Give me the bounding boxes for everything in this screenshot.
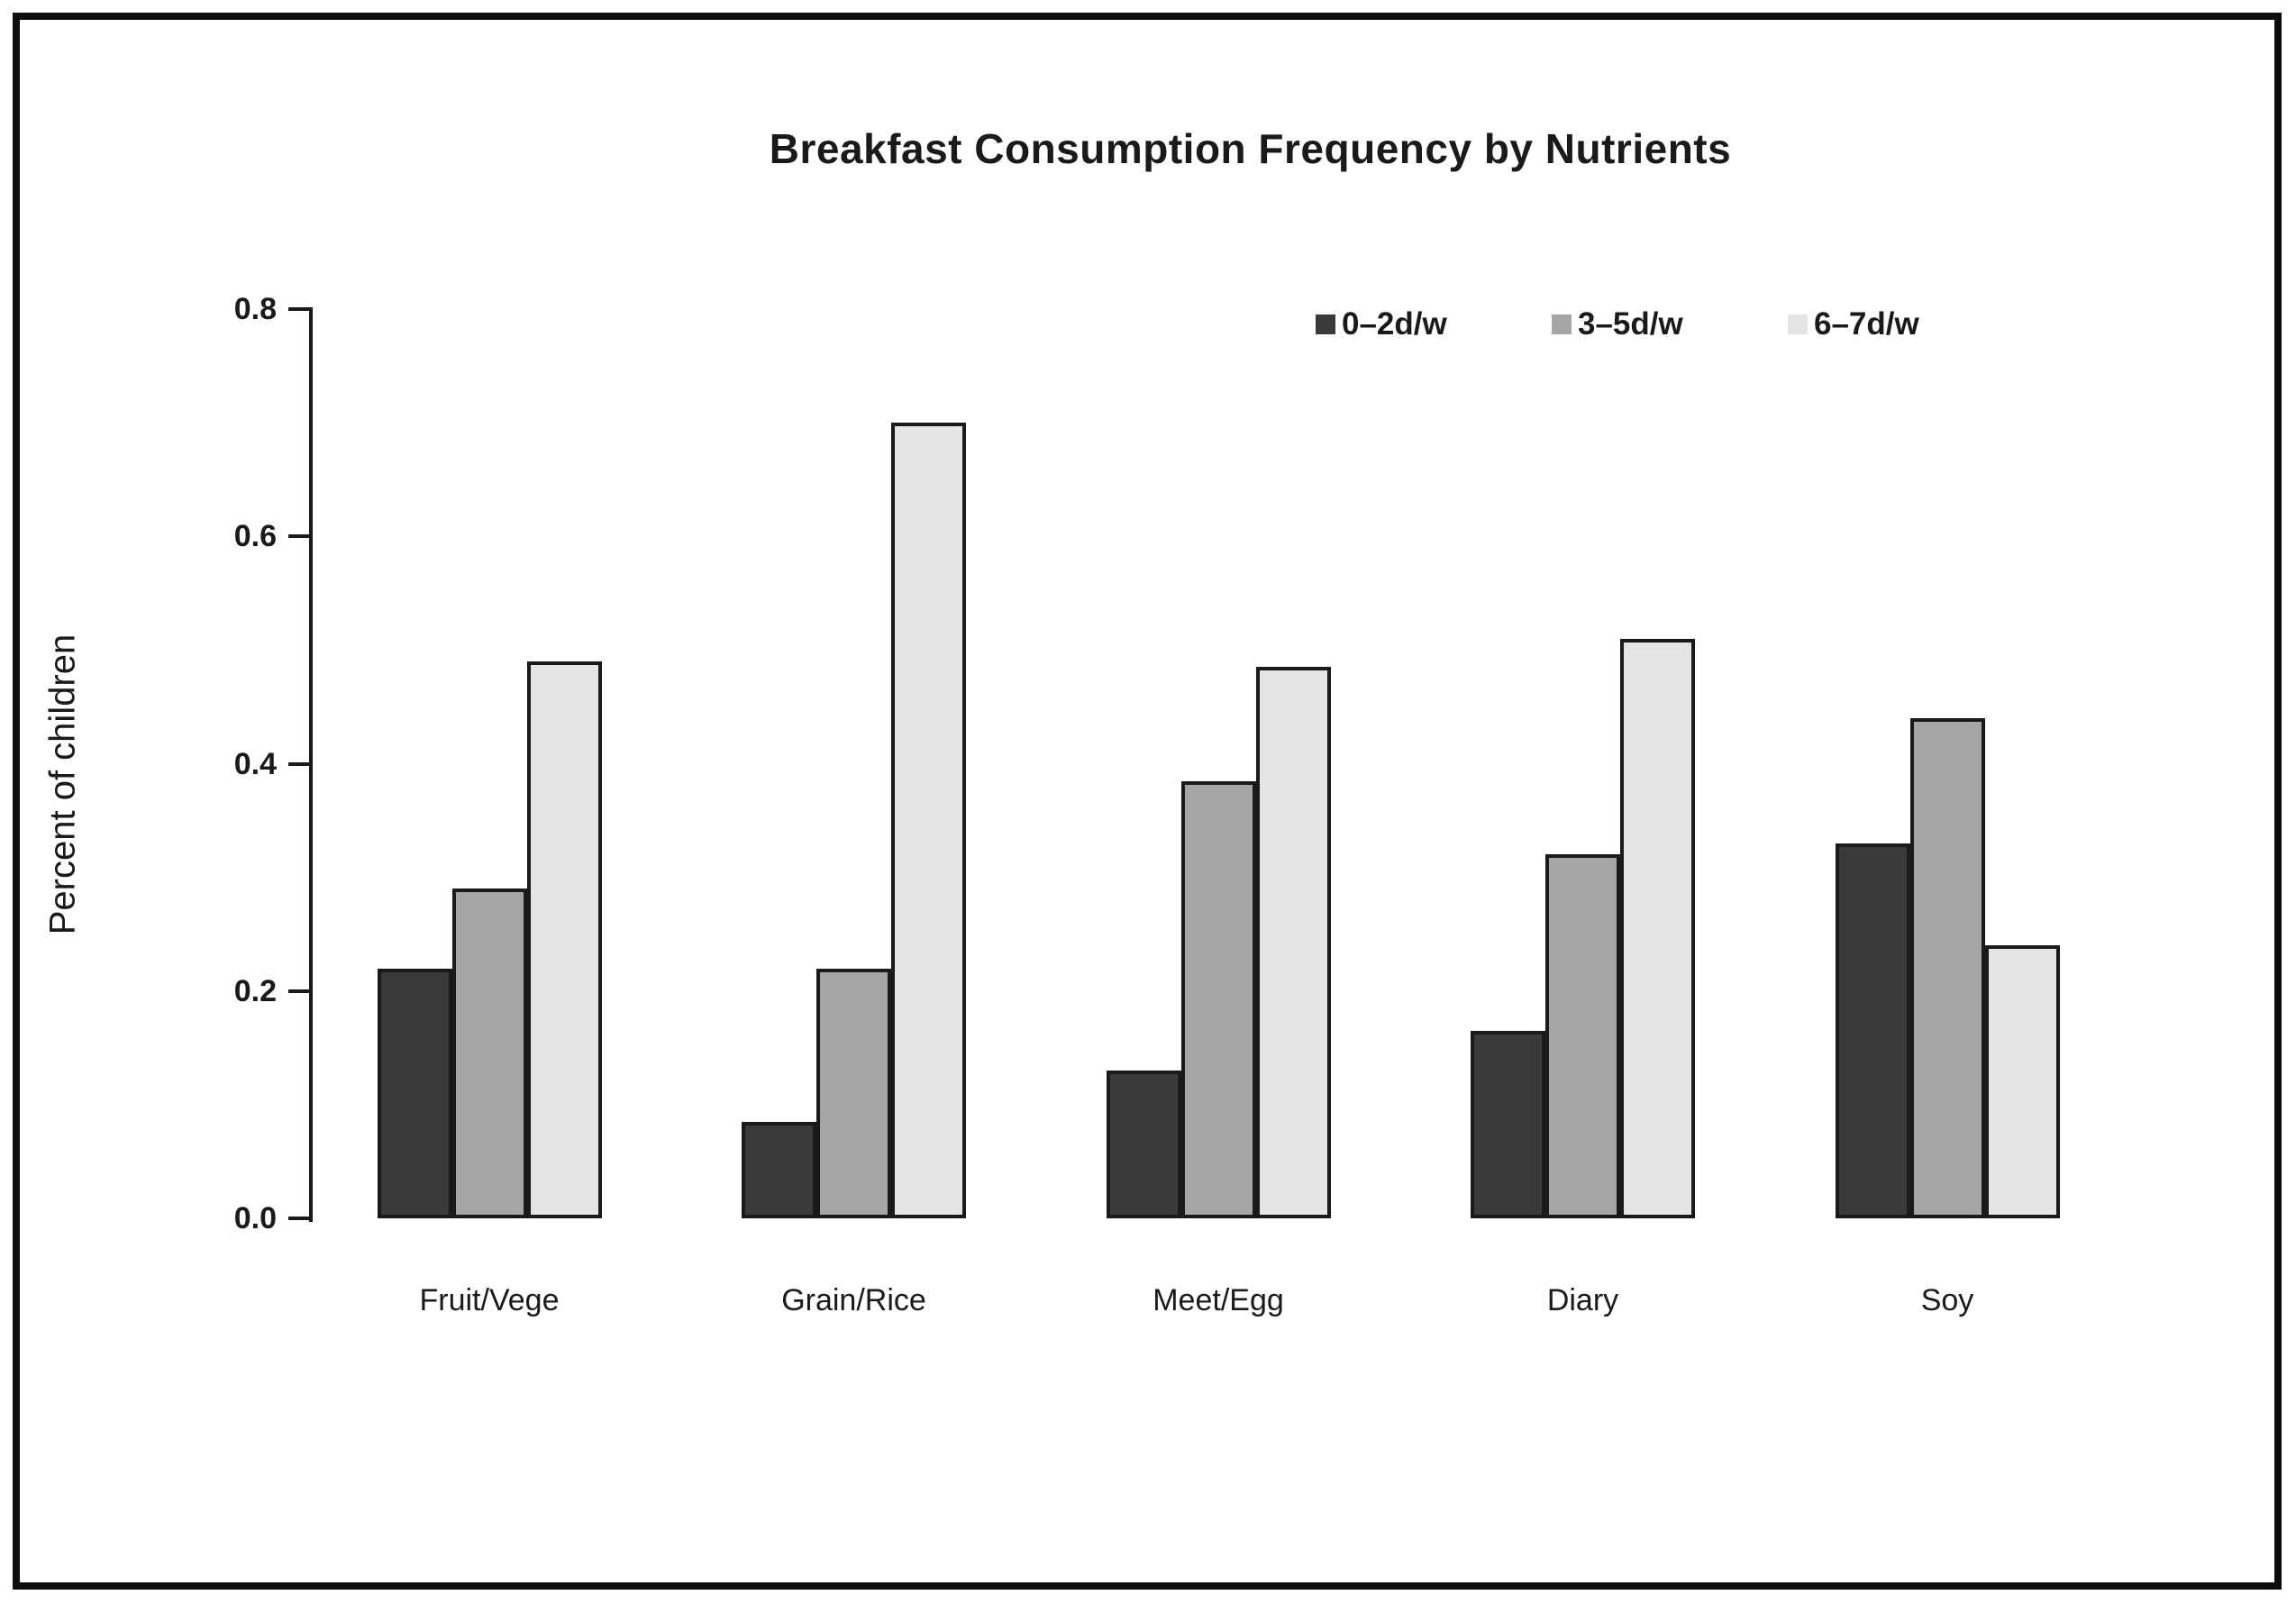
- y-tick-mark: [288, 989, 311, 993]
- bar-diary-series-1: [1545, 854, 1620, 1218]
- legend-swatch-series-0: [1316, 314, 1335, 334]
- bar-soy-series-1: [1909, 718, 1985, 1218]
- x-category-label: Meet/Egg: [1153, 1283, 1284, 1317]
- bar-diary-series-0: [1471, 1030, 1545, 1218]
- bar-grain-rice-series-2: [891, 423, 966, 1218]
- bar-grain-rice-series-0: [742, 1121, 816, 1218]
- bar-fruit-vege-series-0: [377, 968, 452, 1218]
- x-category-label: Grain/Rice: [781, 1283, 926, 1317]
- y-tick-label: 0.4: [233, 746, 277, 781]
- legend-item-6-7dw: 6–7d/w: [1788, 303, 1919, 346]
- bar-fruit-vege-series-2: [526, 661, 602, 1218]
- y-tick-mark: [288, 534, 311, 539]
- bar-fruit-vege-series-1: [451, 889, 527, 1218]
- x-category-label: Fruit/Vege: [419, 1283, 560, 1317]
- bar-soy-series-0: [1835, 843, 1910, 1218]
- x-category-label: Soy: [1920, 1283, 1974, 1317]
- y-tick-label: 0.8: [233, 292, 277, 327]
- bar-grain-rice-series-1: [816, 968, 891, 1218]
- legend-swatch-series-1: [1552, 314, 1572, 334]
- bar-soy-series-2: [1984, 945, 2060, 1218]
- y-tick-mark: [288, 1217, 311, 1220]
- bar-diary-series-2: [1620, 638, 1695, 1218]
- legend-label-series-0: 0–2d/w: [1342, 306, 1447, 342]
- y-tick-mark: [288, 307, 311, 312]
- bar-meet-egg-series-2: [1255, 667, 1331, 1218]
- x-category-label: Diary: [1546, 1283, 1619, 1317]
- y-tick-mark: [288, 761, 311, 766]
- y-axis-line: [309, 307, 313, 1222]
- legend-label-series-1: 3–5d/w: [1578, 306, 1683, 342]
- bar-meet-egg-series-1: [1180, 780, 1256, 1218]
- y-tick-label: 0.2: [233, 973, 277, 1008]
- chart-title: Breakfast Consumption Frequency by Nutri…: [769, 125, 1732, 172]
- legend-item-3-5dw: 3–5d/w: [1552, 303, 1683, 346]
- legend-item-0-2dw: 0–2d/w: [1316, 303, 1447, 346]
- outer-frame: [13, 13, 2282, 1590]
- legend-swatch-series-2: [1788, 314, 1808, 334]
- y-tick-label: 0.0: [233, 1201, 277, 1235]
- y-tick-label: 0.6: [233, 519, 277, 554]
- bar-meet-egg-series-0: [1106, 1071, 1181, 1218]
- legend: 0–2d/w 3–5d/w 6–7d/w: [0, 303, 2296, 346]
- legend-label-series-2: 6–7d/w: [1814, 306, 1919, 342]
